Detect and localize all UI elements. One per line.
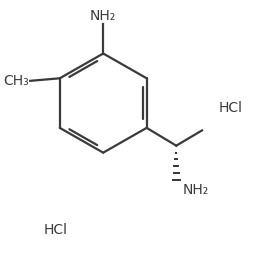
Text: NH₂: NH₂ bbox=[183, 182, 209, 197]
Text: NH₂: NH₂ bbox=[90, 9, 116, 23]
Text: HCl: HCl bbox=[219, 101, 243, 115]
Text: CH₃: CH₃ bbox=[3, 74, 29, 88]
Text: HCl: HCl bbox=[44, 223, 68, 237]
